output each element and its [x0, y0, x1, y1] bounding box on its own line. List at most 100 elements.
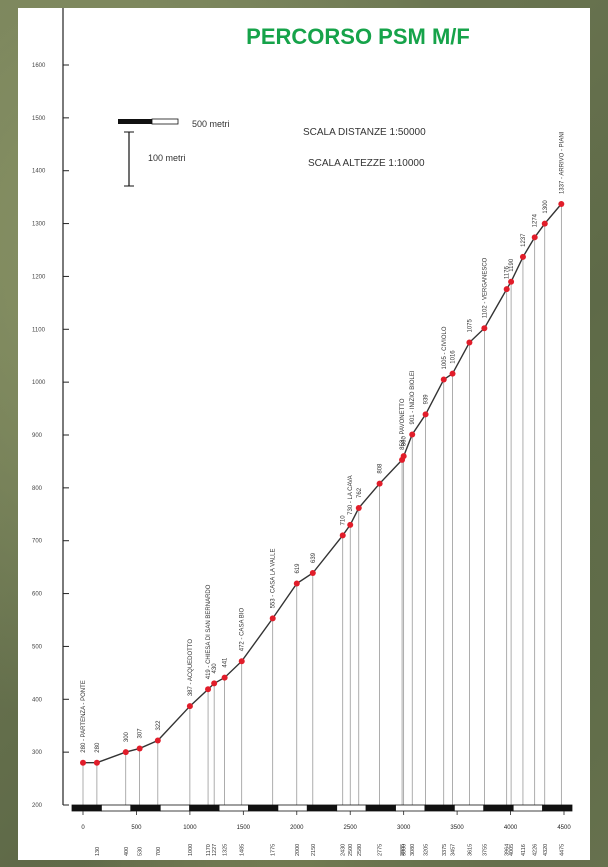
distance-scale-note: 500 metri — [192, 119, 230, 129]
x-tick-label: 0 — [81, 825, 85, 831]
elevation-point-label: 808 — [378, 463, 384, 474]
elevation-point-label: 853 - PAVONETTO — [400, 398, 406, 450]
elevation-profile-chart: 2003004005006007008009001000110012001300… — [32, 8, 573, 856]
elevation-point — [508, 278, 515, 285]
elevation-point-label: 430 — [212, 663, 218, 674]
x-tick-label: 3500 — [450, 825, 464, 831]
y-tick-label: 700 — [32, 539, 43, 545]
elevation-point — [221, 674, 228, 681]
elevation-point — [80, 759, 86, 766]
scala-distanze-label: SCALA DISTANZE 1:50000 — [303, 127, 426, 138]
elevation-point — [449, 370, 456, 377]
distance-label: 3755 — [482, 844, 488, 856]
elevation-point-label: 1176 — [505, 266, 511, 280]
elevation-point-label: 1102 - VERGANESCO — [482, 257, 488, 318]
distance-bar-segment — [218, 804, 249, 812]
y-tick-label: 1000 — [32, 380, 46, 386]
y-tick-label: 600 — [32, 592, 43, 598]
distance-label: 2000 — [295, 844, 301, 856]
elevation-point-label: 762 — [357, 487, 363, 498]
elevation-point-label: 1005 - CIVIOLO — [442, 326, 448, 369]
distance-label: 2150 — [311, 844, 317, 856]
y-tick-label: 800 — [32, 486, 43, 492]
x-tick-label: 2000 — [290, 825, 304, 831]
elevation-point — [347, 521, 354, 528]
elevation-point-label: 1337 - ARRIVO - PIANI — [559, 131, 565, 194]
elevation-point — [355, 504, 362, 511]
elevation-point — [93, 759, 100, 766]
distance-bar-segment — [306, 804, 338, 812]
elevation-point — [376, 480, 383, 487]
distance-label: 1170 — [206, 844, 212, 856]
distance-label: 2985 — [400, 844, 406, 856]
elevation-point — [466, 339, 473, 346]
distance-label: 3205 — [424, 844, 430, 856]
elevation-profile-line — [83, 203, 562, 764]
elevation-point — [400, 453, 407, 460]
distance-label: 3615 — [467, 844, 473, 856]
distance-bar-segment — [101, 804, 132, 812]
distance-label: 3000 — [402, 844, 408, 856]
distance-bar-segment — [542, 804, 573, 812]
elevation-point-label: 322 — [156, 720, 162, 731]
elevation-point-label: 730 - LA CAVA — [348, 475, 354, 514]
distance-label: 1485 — [240, 844, 246, 856]
elevation-point-label: 553 - CASA LA VALLE — [271, 548, 277, 608]
elevation-point — [293, 580, 300, 587]
distance-bar-segment — [71, 804, 102, 812]
elevation-point — [422, 411, 429, 418]
elevation-point — [519, 253, 526, 260]
elevation-point-label: 1190 — [509, 258, 515, 272]
distance-label: 4226 — [533, 844, 539, 856]
elevation-point-label: 280 - PARTENZA - PONTE — [81, 680, 87, 752]
distance-bar-segment — [248, 804, 279, 812]
elevation-point-label: 1274 — [533, 213, 539, 227]
elevation-point — [136, 745, 143, 752]
y-tick-label: 1400 — [32, 169, 46, 175]
distance-label: 2430 — [341, 844, 347, 856]
elevation-point — [238, 658, 245, 665]
elevation-point — [186, 703, 193, 710]
distance-label: 1325 — [223, 844, 229, 856]
distance-label: 530 — [138, 847, 144, 856]
distance-label: 4320 — [543, 844, 549, 856]
y-tick-label: 1200 — [32, 274, 46, 280]
distance-label: 4475 — [559, 844, 565, 856]
elevation-point — [122, 749, 129, 756]
x-tick-label: 1000 — [183, 825, 197, 831]
elevation-point-label: 300 — [124, 731, 130, 742]
elevation-point — [211, 680, 218, 687]
distance-label: 4116 — [521, 844, 527, 856]
elevation-point-label: 939 — [424, 394, 430, 405]
distance-label: 3964 — [505, 844, 511, 856]
distance-bar-segment — [130, 804, 161, 812]
y-tick-label: 500 — [32, 644, 43, 650]
elevation-point — [154, 737, 161, 744]
distance-label: 1000 — [188, 844, 194, 856]
elevation-point-label: 639 — [311, 552, 317, 563]
distance-scale-bar-light — [151, 118, 179, 125]
elevation-point-label: 901 - INIZIO BIOLEI — [410, 370, 416, 424]
elevation-point-label: 419 - CHIESA DI SAN BERNARDO — [206, 584, 212, 679]
elevation-point — [503, 286, 510, 293]
elevation-point-label: 387 - ACQUEDOTTO — [188, 639, 194, 697]
distance-label: 4005 — [509, 844, 515, 856]
elevation-point-label: 710 — [341, 515, 347, 526]
elevation-point — [558, 201, 565, 208]
distance-label: 3457 — [451, 844, 457, 856]
elevation-point-label: 1016 — [451, 350, 457, 364]
distance-label: 700 — [156, 847, 162, 856]
elevation-point — [205, 686, 212, 693]
elevation-point-label: 1300 — [543, 200, 549, 214]
elevation-point — [541, 220, 548, 227]
distance-bar-segment — [424, 804, 455, 812]
elevation-point-label: 307 — [138, 728, 144, 739]
distance-scale-bar-dark — [118, 119, 152, 124]
y-tick-label: 1100 — [32, 327, 46, 333]
elevation-point — [339, 532, 346, 539]
x-tick-label: 500 — [131, 825, 142, 831]
distance-bar-segment — [336, 804, 367, 812]
x-tick-label: 4000 — [504, 825, 518, 831]
distance-label: 1775 — [271, 844, 277, 856]
distance-bar-segment — [189, 804, 220, 812]
